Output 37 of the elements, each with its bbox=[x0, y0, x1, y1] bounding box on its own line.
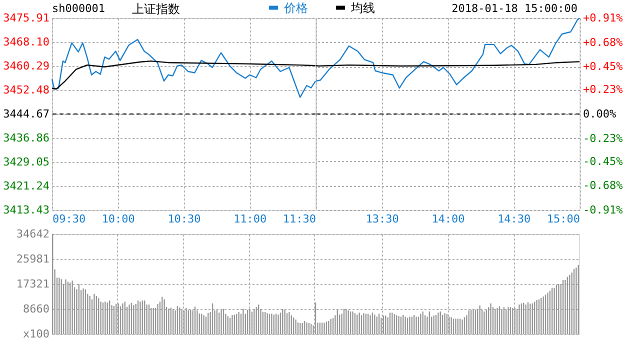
y2-tick-label: +0.91% bbox=[583, 12, 624, 24]
y-tick-label: 3475.91 bbox=[3, 12, 50, 24]
y-tick-label: 3444.67 bbox=[3, 108, 50, 120]
y-tick-label: 3413.43 bbox=[3, 204, 50, 216]
legend-label: 价格 bbox=[283, 0, 308, 15]
y-tick-label: 3452.48 bbox=[3, 84, 50, 96]
y-tick-label: 3468.10 bbox=[3, 36, 50, 48]
y2-tick-label: +0.68% bbox=[583, 36, 624, 49]
y2-tick-label: -0.68% bbox=[583, 179, 624, 192]
x-tick-label: 09:30 bbox=[52, 212, 86, 226]
y2-tick-label: -0.45% bbox=[583, 154, 624, 168]
x-tick-label: 14:00 bbox=[432, 212, 465, 226]
y2-tick-label: -0.23% bbox=[583, 132, 624, 145]
legend-label: 均线 bbox=[350, 0, 375, 15]
y-tick-label: 8660 bbox=[23, 302, 50, 316]
x-tick-label: 15:00 bbox=[546, 212, 580, 226]
y-tick-label: 34642 bbox=[16, 228, 50, 240]
y2-tick-label: +0.45% bbox=[583, 60, 624, 74]
y-tick-label: 3429.05 bbox=[3, 156, 50, 168]
y-tick-label: 3436.86 bbox=[3, 132, 50, 144]
chart-title: 上证指数 bbox=[132, 2, 180, 16]
y-tick-label: 17321 bbox=[16, 278, 50, 290]
y2-tick-label: +0.23% bbox=[583, 83, 624, 96]
chart-subtitle: sh000001 bbox=[52, 2, 105, 15]
y-tick-label: 25981 bbox=[16, 252, 50, 266]
y-tick-label: 3421.24 bbox=[3, 180, 50, 192]
x-tick-label: 11:00 bbox=[234, 212, 267, 226]
y-tick-label: 3460.29 bbox=[3, 60, 50, 72]
x-tick-label: 10:00 bbox=[102, 212, 135, 226]
text: 2018-01-18 15:00:00 bbox=[452, 2, 578, 15]
y-tick-label: x100 bbox=[23, 328, 50, 340]
y2-tick-label: 0.00% bbox=[583, 108, 616, 120]
x-tick-label: 13:30 bbox=[366, 212, 399, 226]
x-tick-label: 11:30 bbox=[282, 212, 316, 226]
x-tick-label: 14:30 bbox=[498, 212, 531, 226]
y2-tick-label: -0.91% bbox=[583, 204, 624, 216]
x-tick-label: 10:30 bbox=[168, 212, 201, 226]
